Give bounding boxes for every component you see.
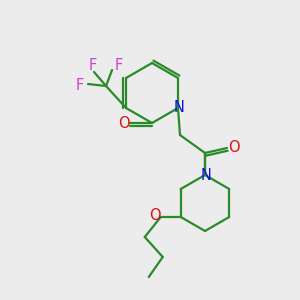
Text: O: O bbox=[118, 116, 130, 130]
Text: F: F bbox=[89, 58, 97, 73]
Text: N: N bbox=[174, 100, 184, 116]
Text: N: N bbox=[201, 167, 212, 182]
Text: F: F bbox=[115, 58, 123, 73]
Text: O: O bbox=[149, 208, 161, 224]
Text: F: F bbox=[76, 77, 84, 92]
Text: O: O bbox=[228, 140, 240, 154]
